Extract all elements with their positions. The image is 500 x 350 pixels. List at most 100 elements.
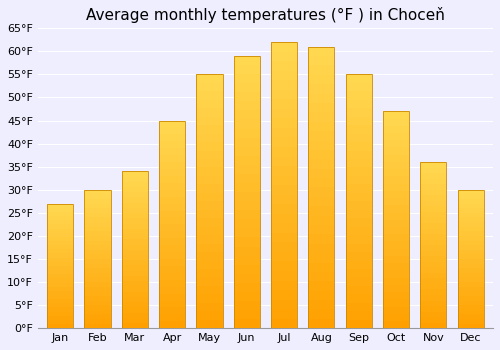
Bar <box>383 111 409 328</box>
Bar <box>196 167 222 176</box>
Bar <box>122 255 148 260</box>
Bar <box>420 312 446 317</box>
Bar <box>122 197 148 203</box>
Bar <box>47 224 74 229</box>
Bar <box>122 250 148 255</box>
Bar <box>458 287 483 291</box>
Bar <box>159 162 185 169</box>
Bar <box>308 253 334 262</box>
Bar <box>383 198 409 205</box>
Bar <box>383 162 409 169</box>
Bar <box>458 250 483 254</box>
Bar <box>271 52 297 61</box>
Bar <box>308 131 334 141</box>
Bar <box>47 303 74 307</box>
Bar <box>420 173 446 179</box>
Bar <box>47 278 74 282</box>
Bar <box>159 280 185 287</box>
Bar <box>308 56 334 65</box>
Bar <box>420 323 446 328</box>
Bar <box>159 197 185 204</box>
Bar <box>346 286 372 294</box>
Bar <box>234 301 260 310</box>
Bar <box>84 194 110 199</box>
Bar <box>47 245 74 249</box>
Bar <box>458 310 483 314</box>
Bar <box>458 264 483 268</box>
Bar <box>159 245 185 252</box>
Bar <box>47 287 74 291</box>
Bar <box>308 178 334 188</box>
Bar <box>159 321 185 328</box>
Bar <box>159 190 185 197</box>
Bar <box>84 208 110 213</box>
Bar <box>458 227 483 231</box>
Bar <box>47 249 74 253</box>
Bar <box>308 112 334 122</box>
Bar <box>196 117 222 125</box>
Bar <box>420 267 446 273</box>
Bar <box>47 316 74 320</box>
Bar <box>346 108 372 117</box>
Bar <box>458 273 483 278</box>
Bar <box>84 319 110 324</box>
Bar <box>383 191 409 198</box>
Bar <box>308 141 334 150</box>
Bar <box>383 285 409 292</box>
Bar <box>346 269 372 278</box>
Bar <box>383 278 409 285</box>
Bar <box>346 260 372 269</box>
Bar <box>308 319 334 328</box>
Bar <box>234 74 260 83</box>
Bar <box>458 236 483 240</box>
Bar <box>458 259 483 264</box>
Bar <box>346 303 372 311</box>
Bar <box>420 256 446 262</box>
Bar <box>122 260 148 265</box>
Bar <box>308 159 334 169</box>
Bar <box>159 120 185 328</box>
Bar <box>420 317 446 323</box>
Bar <box>84 259 110 264</box>
Bar <box>159 120 185 127</box>
Bar <box>420 245 446 251</box>
Bar <box>420 195 446 201</box>
Bar <box>122 265 148 271</box>
Bar <box>420 223 446 229</box>
Bar <box>122 318 148 323</box>
Bar <box>234 102 260 110</box>
Bar <box>458 217 483 222</box>
Bar <box>122 313 148 318</box>
Bar <box>47 204 74 328</box>
Bar <box>159 148 185 155</box>
Bar <box>122 218 148 224</box>
Bar <box>196 244 222 252</box>
Bar <box>383 321 409 328</box>
Bar <box>308 188 334 197</box>
Bar <box>47 241 74 245</box>
Bar <box>383 256 409 263</box>
Bar <box>271 318 297 328</box>
Bar <box>420 278 446 284</box>
Bar <box>122 297 148 302</box>
Bar <box>84 278 110 282</box>
Bar <box>196 235 222 244</box>
Bar <box>122 176 148 182</box>
Bar <box>47 233 74 237</box>
Bar <box>458 268 483 273</box>
Bar <box>122 213 148 218</box>
Bar <box>346 227 372 235</box>
Bar <box>420 168 446 173</box>
Bar <box>458 282 483 287</box>
Bar <box>383 263 409 270</box>
Bar <box>308 281 334 290</box>
Bar <box>234 147 260 156</box>
Bar <box>122 271 148 276</box>
Bar <box>271 80 297 90</box>
Bar <box>47 282 74 287</box>
Bar <box>458 319 483 324</box>
Bar <box>84 245 110 250</box>
Title: Average monthly temperatures (°F ) in Choceň: Average monthly temperatures (°F ) in Ch… <box>86 7 445 23</box>
Bar <box>47 270 74 274</box>
Bar <box>271 156 297 166</box>
